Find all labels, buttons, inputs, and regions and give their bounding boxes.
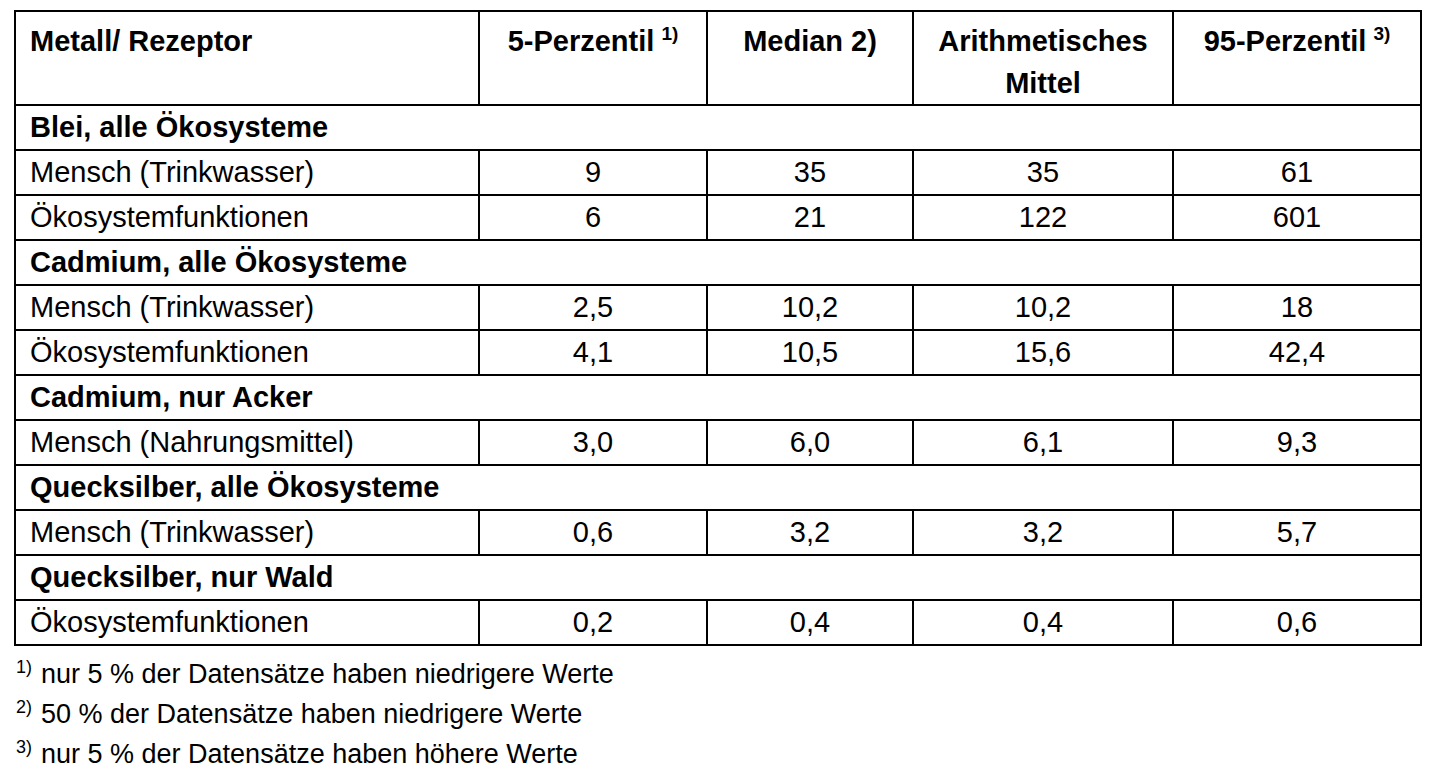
value-arithmetisches-mittel: 0,4 <box>913 600 1173 645</box>
section-row-cadmium-nur-acker: Cadmium, nur Acker <box>15 375 1421 420</box>
value-95-perzentil: 9,3 <box>1173 420 1421 465</box>
value-median: 10,2 <box>707 285 913 330</box>
section-title: Quecksilber, alle Ökosysteme <box>15 465 1421 510</box>
section-row-quecksilber-alle-oekosysteme: Quecksilber, alle Ökosysteme <box>15 465 1421 510</box>
document-page: Metall/ Rezeptor 5-Perzentil 1) Median 2)… <box>0 0 1431 771</box>
table-row: Mensch (Trinkwasser) 0,6 3,2 3,2 5,7 <box>15 510 1421 555</box>
value-5-perzentil: 6 <box>479 195 707 240</box>
value-median: 3,2 <box>707 510 913 555</box>
section-row-quecksilber-nur-wald: Quecksilber, nur Wald <box>15 555 1421 600</box>
footnote-1: 1) nur 5 % der Datensätze haben niedriger… <box>16 654 1431 694</box>
header-label: Arithmetisches Mittel <box>938 25 1148 99</box>
value-95-perzentil: 18 <box>1173 285 1421 330</box>
row-label: Mensch (Trinkwasser) <box>15 150 479 195</box>
section-row-blei-alle-oekosysteme: Blei, alle Ökosysteme <box>15 105 1421 150</box>
footnotes-block: 1) nur 5 % der Datensätze haben niedriger… <box>14 654 1431 771</box>
header-label: 95-Perzentil <box>1204 25 1367 57</box>
section-title: Blei, alle Ökosysteme <box>15 105 1421 150</box>
value-95-perzentil: 42,4 <box>1173 330 1421 375</box>
section-title: Cadmium, alle Ökosysteme <box>15 240 1421 285</box>
footnote-marker: 2) <box>16 697 32 717</box>
value-median: 21 <box>707 195 913 240</box>
section-row-cadmium-alle-oekosysteme: Cadmium, alle Ökosysteme <box>15 240 1421 285</box>
value-arithmetisches-mittel: 6,1 <box>913 420 1173 465</box>
value-5-perzentil: 9 <box>479 150 707 195</box>
value-5-perzentil: 0,6 <box>479 510 707 555</box>
value-5-perzentil: 0,2 <box>479 600 707 645</box>
value-arithmetisches-mittel: 15,6 <box>913 330 1173 375</box>
row-label: Mensch (Trinkwasser) <box>15 285 479 330</box>
header-row: Metall/ Rezeptor 5-Perzentil 1) Median 2)… <box>15 11 1421 105</box>
header-metall-rezeptor: Metall/ Rezeptor <box>15 11 479 105</box>
value-median: 0,4 <box>707 600 913 645</box>
table-row: Mensch (Trinkwasser) 2,5 10,2 10,2 18 <box>15 285 1421 330</box>
footnote-text: nur 5 % der Datensätze haben höhere Wert… <box>41 739 578 769</box>
value-median: 6,0 <box>707 420 913 465</box>
footnote-3: 3) nur 5 % der Datensätze haben höhere We… <box>16 734 1431 771</box>
value-arithmetisches-mittel: 10,2 <box>913 285 1173 330</box>
table-row: Ökosystemfunktionen 0,2 0,4 0,4 0,6 <box>15 600 1421 645</box>
metal-receptor-table: Metall/ Rezeptor 5-Perzentil 1) Median 2)… <box>14 10 1422 646</box>
footnote-marker-1: 1) <box>661 23 678 44</box>
footnote-marker: 1) <box>16 657 32 677</box>
header-95-perzentil: 95-Perzentil 3) <box>1173 11 1421 105</box>
footnote-marker: 3) <box>16 737 32 757</box>
value-median: 10,5 <box>707 330 913 375</box>
value-median: 35 <box>707 150 913 195</box>
header-median: Median 2) <box>707 11 913 105</box>
header-label: 5-Perzentil <box>508 25 655 57</box>
table-row: Mensch (Nahrungsmittel) 3,0 6,0 6,1 9,3 <box>15 420 1421 465</box>
row-label: Ökosystemfunktionen <box>15 600 479 645</box>
value-arithmetisches-mittel: 35 <box>913 150 1173 195</box>
value-95-perzentil: 61 <box>1173 150 1421 195</box>
table-row: Mensch (Trinkwasser) 9 35 35 61 <box>15 150 1421 195</box>
footnote-text: 50 % der Datensätze haben niedrigere Wer… <box>41 699 582 729</box>
row-label: Ökosystemfunktionen <box>15 330 479 375</box>
value-5-perzentil: 4,1 <box>479 330 707 375</box>
value-5-perzentil: 2,5 <box>479 285 707 330</box>
row-label: Mensch (Nahrungsmittel) <box>15 420 479 465</box>
header-label: Median 2) <box>743 25 877 57</box>
header-label: Metall/ Rezeptor <box>30 25 252 57</box>
value-95-perzentil: 5,7 <box>1173 510 1421 555</box>
row-label: Mensch (Trinkwasser) <box>15 510 479 555</box>
section-title: Quecksilber, nur Wald <box>15 555 1421 600</box>
value-5-perzentil: 3,0 <box>479 420 707 465</box>
footnote-2: 2) 50 % der Datensätze haben niedrigere W… <box>16 694 1431 734</box>
row-label: Ökosystemfunktionen <box>15 195 479 240</box>
table-row: Ökosystemfunktionen 4,1 10,5 15,6 42,4 <box>15 330 1421 375</box>
table-row: Ökosystemfunktionen 6 21 122 601 <box>15 195 1421 240</box>
value-95-perzentil: 601 <box>1173 195 1421 240</box>
value-arithmetisches-mittel: 122 <box>913 195 1173 240</box>
footnote-text: nur 5 % der Datensätze haben niedrigere … <box>41 659 614 689</box>
value-arithmetisches-mittel: 3,2 <box>913 510 1173 555</box>
section-title: Cadmium, nur Acker <box>15 375 1421 420</box>
header-arithmetisches-mittel: Arithmetisches Mittel <box>913 11 1173 105</box>
footnote-marker-3: 3) <box>1373 23 1390 44</box>
header-5-perzentil: 5-Perzentil 1) <box>479 11 707 105</box>
value-95-perzentil: 0,6 <box>1173 600 1421 645</box>
